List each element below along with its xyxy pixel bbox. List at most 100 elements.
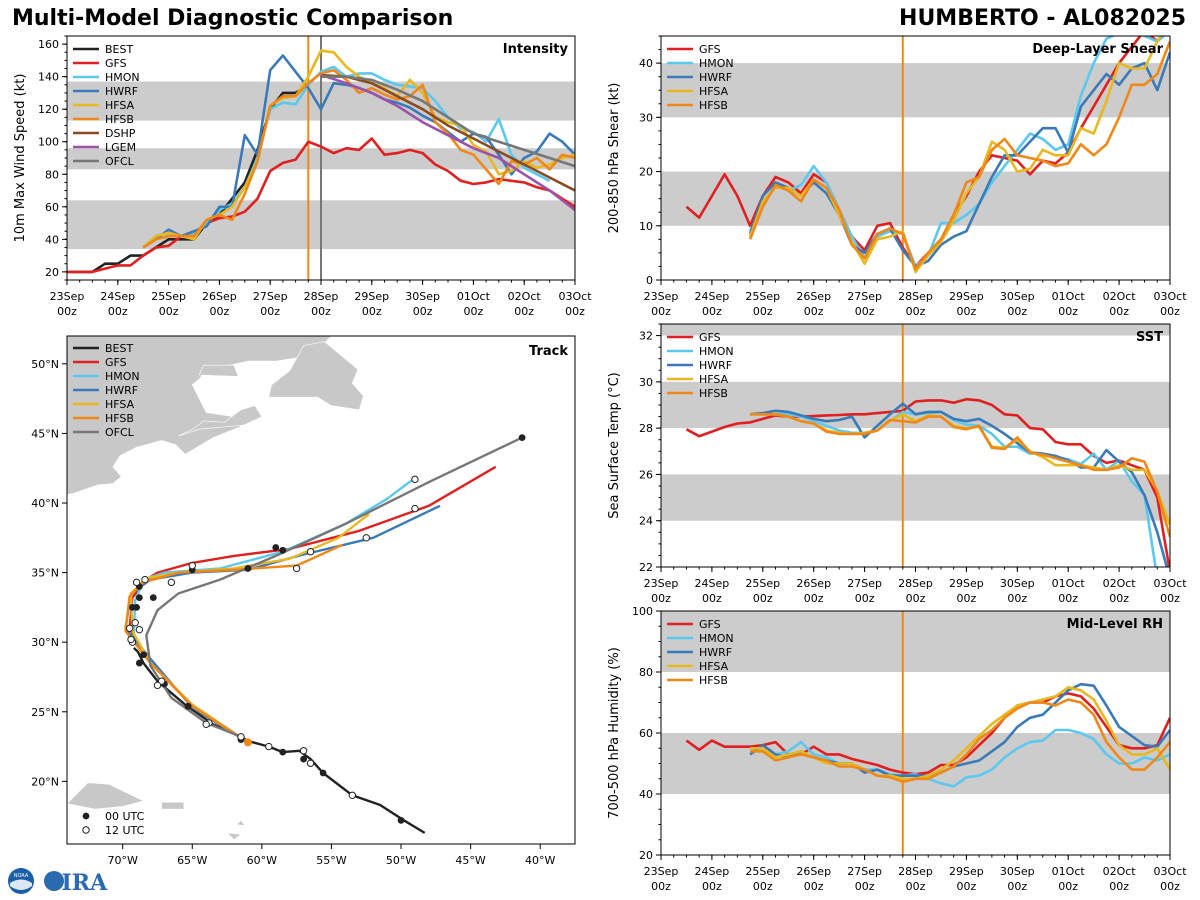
x-tick-label: 25Sep (151, 290, 186, 303)
panel-title: Mid-Level RH (1067, 617, 1163, 632)
x-tick-label: 24Sep (695, 865, 730, 878)
storm-title: HUMBERTO - AL082025 (899, 6, 1186, 31)
legend-label-hmon: HMON (699, 632, 734, 645)
legend-label-hwrf: HWRF (105, 85, 138, 98)
marker-12utc (292, 564, 301, 573)
y-tick-label: 10 (639, 220, 653, 233)
panel-sst: 22 24 26 28 30 32 23Sep 00z 24Sep 00z 25Sep 00z 26Se… (607, 323, 1187, 605)
x-tick-label-time: 00z (413, 305, 433, 318)
legend-label-ofcl: OFCL (105, 155, 135, 168)
y-tick-label: 60 (45, 201, 59, 214)
x-tick-label: 26Sep (202, 290, 237, 303)
marker-12utc (265, 742, 273, 751)
track-line-ofcl (145, 436, 523, 738)
land-antilles (236, 819, 246, 827)
x-tick-label: 40°W (525, 854, 555, 867)
x-tick-label-time: 00z (651, 592, 671, 605)
legend-label-hfsb: HFSB (699, 99, 728, 112)
x-tick-label-time: 00z (702, 880, 722, 893)
x-tick-label: 23Sep (644, 290, 679, 303)
y-axis-label: 10m Max Wind Speed (kt) (13, 74, 28, 243)
x-tick-label: 29Sep (949, 290, 984, 303)
marker-12utc (237, 733, 245, 741)
x-tick-label-time: 00z (210, 305, 230, 318)
y-tick-label: 100 (632, 605, 653, 618)
marker-12utc (127, 635, 135, 644)
legend-label-hfsb: HFSB (105, 113, 134, 126)
x-tick-label-time: 00z (906, 305, 926, 318)
shaded-band (661, 733, 1170, 794)
legend-label-hfsb: HFSB (105, 412, 134, 425)
x-tick-label: 03Oct (1153, 290, 1187, 303)
y-tick-label: 0 (646, 274, 653, 287)
x-tick-label-time: 00z (957, 305, 977, 318)
series-line-hfsb (142, 68, 575, 249)
map-area (67, 336, 526, 844)
x-tick-label-time: 00z (1007, 592, 1027, 605)
x-tick-label: 70°W (107, 854, 137, 867)
page-title: Multi-Model Diagnostic Comparison (12, 6, 454, 31)
panel-shear: 0 10 20 30 40 23Sep 00z 24Sep 00z 25Sep 00z 26Sep 00… (607, 35, 1187, 318)
marker-12utc (132, 578, 141, 587)
y-tick-label: 80 (639, 666, 653, 679)
legend-marker-00utc (82, 812, 90, 820)
plot-area (661, 36, 1170, 280)
x-tick-label-time: 00z (855, 305, 875, 318)
legend-label-best: BEST (105, 342, 133, 355)
x-tick-label: 26Sep (796, 577, 831, 590)
marker-00utc (279, 748, 287, 756)
x-tick-label: 23Sep (50, 290, 85, 303)
x-tick-label-time: 00z (1109, 305, 1129, 318)
y-tick-label: 28 (639, 422, 653, 435)
legend-label-hfsa: HFSA (699, 660, 729, 673)
track-line-hfsb (124, 543, 344, 744)
x-tick-label: 03Oct (558, 290, 592, 303)
x-tick-label-time: 00z (565, 305, 585, 318)
y-tick-label: 30 (639, 111, 653, 124)
legend-label-hfsa: HFSA (105, 99, 135, 112)
series-line-gfs (67, 137, 575, 274)
x-tick-label-time: 00z (362, 305, 382, 318)
x-tick-label-time: 00z (1160, 880, 1180, 893)
marker-12utc (411, 504, 419, 513)
x-tick-label: 27Sep (847, 290, 882, 303)
land-northeast (67, 336, 332, 496)
y-tick-label: 80 (45, 168, 59, 181)
y-tick-label: 32 (639, 330, 653, 343)
legend-label-lgem: LGEM (105, 141, 136, 154)
y-tick-label: 20 (45, 266, 59, 279)
legend-label-hfsb: HFSB (699, 387, 728, 400)
x-tick-label: 25Sep (745, 865, 780, 878)
x-tick-label-time: 00z (1058, 305, 1078, 318)
y-tick-label: 25°N (31, 706, 59, 719)
x-tick-label: 30Sep (1000, 577, 1035, 590)
legend-label-hmon: HMON (105, 71, 140, 84)
x-tick-label-time: 00z (159, 305, 179, 318)
legend-label-00utc: 00 UTC (105, 810, 145, 823)
track-line-gfs (128, 465, 497, 744)
legend-label-gfs: GFS (105, 356, 127, 369)
series-line-dshp (320, 73, 575, 192)
current-position-marker (243, 738, 252, 747)
marker-12utc (125, 624, 134, 632)
x-tick-label: 02Oct (1103, 290, 1137, 303)
panel-title: Track (529, 344, 568, 359)
plot-area (661, 324, 1170, 567)
x-tick-label: 29Sep (354, 290, 389, 303)
marker-00utc (149, 594, 157, 602)
x-tick-label: 26Sep (796, 865, 831, 878)
x-tick-label-time: 00z (1109, 592, 1129, 605)
series-line-hfsb (750, 698, 1170, 784)
axes-frame (660, 323, 1171, 568)
x-tick-label-time: 00z (702, 592, 722, 605)
x-tick-label-time: 00z (753, 305, 773, 318)
series-line-hmon (750, 410, 1157, 567)
cira-logo: NOAA CIRA (8, 868, 108, 896)
y-tick-label: 30 (639, 376, 653, 389)
land-guadeloupe (226, 832, 242, 841)
marker-12utc (411, 475, 419, 484)
x-tick-label: 30Sep (405, 290, 440, 303)
legend-label-best: BEST (105, 43, 133, 56)
marker-00utc (319, 769, 327, 777)
x-tick-label: 23Sep (644, 577, 679, 590)
